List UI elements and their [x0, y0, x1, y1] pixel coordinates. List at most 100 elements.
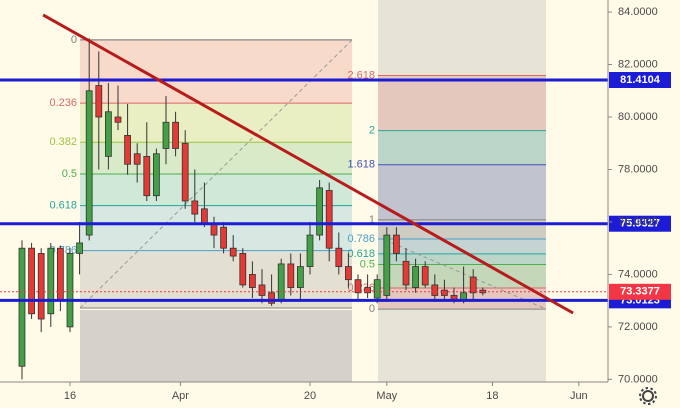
candle-body [47, 247, 55, 315]
gear-teeth[interactable] [639, 387, 657, 405]
fib-band [80, 173, 352, 206]
candle-body [18, 247, 26, 367]
fib-level-label: 2 [369, 125, 375, 137]
candle-body [306, 234, 314, 267]
candle-body [85, 90, 93, 236]
fib-level-label: 0.382 [49, 136, 77, 148]
candle-body [57, 247, 64, 302]
candle-body [249, 274, 256, 288]
y-tick-label: 80.0000 [618, 111, 658, 123]
candle-body [325, 190, 333, 249]
candle-body [469, 276, 477, 294]
x-tick-label: 16 [64, 390, 76, 402]
candle-body [114, 116, 122, 123]
candle-body [162, 121, 170, 149]
candle-body [201, 208, 208, 225]
candle-body [181, 142, 189, 202]
fib-level-label: 1.618 [347, 159, 375, 171]
candle-body [335, 247, 343, 267]
date-range-shade [378, 0, 546, 382]
y-tick-label: 74.0000 [618, 268, 658, 280]
candle-body [95, 85, 103, 118]
fib-level-label: 0.5 [360, 258, 375, 270]
fib-level-label: 0.236 [49, 97, 77, 109]
axes: 81.410475.932773.012373.337770.000072.00… [64, 6, 671, 402]
candle-body [239, 253, 247, 286]
candle-body [354, 279, 362, 294]
x-tick-label: Apr [172, 390, 189, 402]
date-range-shade [80, 310, 352, 382]
fib-level-label: 2.618 [347, 69, 375, 81]
candle-body [412, 266, 419, 288]
candle-body [297, 266, 304, 288]
candle-body [373, 279, 381, 299]
fib-band [378, 238, 546, 254]
candle-body [383, 234, 391, 296]
y-tick-label: 78.0000 [618, 163, 658, 175]
candle-body [441, 289, 448, 296]
fib-level-label: 0.618 [49, 199, 77, 211]
settings-icon[interactable] [639, 387, 657, 405]
price-label: 75.9327 [620, 218, 660, 230]
fib-band [378, 75, 546, 131]
last-price-box [609, 283, 671, 300]
y-tick-label: 84.0000 [618, 6, 658, 18]
fib-level-label: 1 [369, 214, 375, 226]
candle-body [143, 155, 151, 197]
candle-body [191, 200, 199, 215]
fib-band [80, 39, 352, 104]
x-tick-label: Jun [570, 390, 588, 402]
y-tick-label: 76.0000 [618, 216, 658, 228]
fib-band [378, 130, 546, 165]
x-tick-label: 18 [486, 390, 498, 402]
candle-body [220, 226, 227, 249]
candle-body [402, 260, 410, 286]
candle-body [28, 247, 35, 315]
fib-band [80, 142, 352, 174]
candle-body [316, 187, 323, 236]
price-label-box [609, 215, 671, 232]
plot-area: 00.2360.3820.50.6180.78600.2360.50.6180.… [0, 0, 608, 382]
y-tick-label: 70.0000 [618, 373, 658, 385]
fib-level-label: 0 [369, 303, 375, 315]
x-tick-label: May [376, 390, 397, 402]
x-tick-label: 20 [304, 390, 316, 402]
fib-band [378, 253, 546, 265]
candle-body [124, 134, 131, 165]
gear[interactable] [642, 390, 654, 402]
fib-diagonal [384, 239, 547, 310]
candle-body [393, 234, 400, 254]
candle-body [421, 266, 429, 286]
candle-body [172, 121, 179, 149]
candle-body [153, 153, 160, 197]
fib-diagonal [79, 39, 353, 309]
candle-body [105, 111, 112, 157]
fib-level-label: 0.786 [347, 233, 375, 245]
candle-body [364, 287, 371, 294]
candle-body [268, 292, 275, 304]
candle-body [133, 153, 141, 165]
candle-body [431, 284, 439, 296]
candle-body [277, 263, 285, 302]
fib-level-label: 0.618 [347, 248, 375, 260]
candle-body [287, 263, 295, 288]
last-price-label: 73.3377 [620, 286, 660, 298]
y-tick-label: 72.0000 [618, 321, 658, 333]
candle-body [258, 284, 266, 296]
fib-band [378, 164, 546, 220]
fib-band [80, 103, 352, 143]
candle-body [76, 242, 83, 254]
y-tick-label: 82.0000 [618, 58, 658, 70]
fib-level-label: 0 [71, 34, 77, 46]
overlays [0, 13, 608, 315]
fib-level-label: 0.5 [62, 168, 77, 180]
candle-body [66, 253, 74, 328]
candle-body [229, 247, 237, 257]
price-label: 81.4104 [620, 74, 661, 86]
candle-body [345, 266, 352, 281]
trendline [42, 13, 574, 315]
candle-body [37, 253, 45, 320]
price-label-box [609, 72, 671, 89]
fib-band [378, 264, 546, 289]
